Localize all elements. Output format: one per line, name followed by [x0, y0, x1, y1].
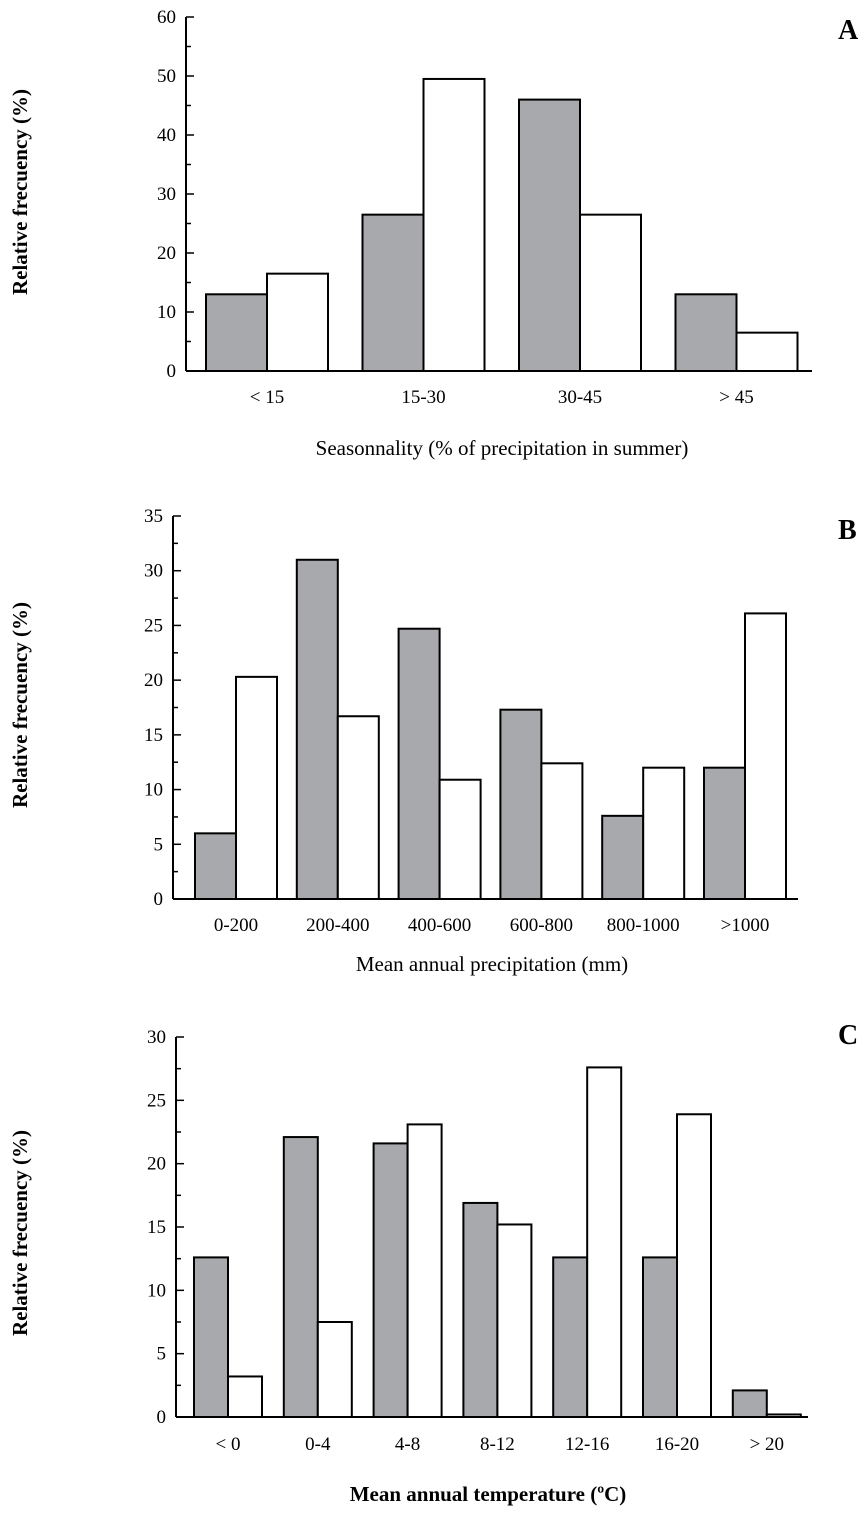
bar-series2	[676, 1113, 712, 1419]
y-axis-title: Relative frecuency (%)	[8, 1130, 32, 1336]
bar-series1	[552, 1256, 589, 1419]
bar-series2	[406, 1123, 443, 1419]
x-tick-label: 4-8	[395, 1434, 420, 1455]
x-tick-label: 30-45	[558, 387, 602, 408]
bar-series1	[642, 1256, 678, 1419]
bar-series2	[316, 1321, 353, 1418]
y-tick-label: 15	[144, 725, 163, 746]
y-tick-label: 35	[144, 506, 163, 527]
bar-series2	[586, 1066, 623, 1419]
x-tick-label: 12-16	[565, 1434, 609, 1455]
x-tick-label: 0-4	[305, 1434, 331, 1455]
plot-area: < 0 0-4 4-8 8-12 12-16 16-20 > 20 0 5 10 15 20 25 30	[147, 1027, 808, 1455]
plot-area: 0-200 200-400 400-600 600-800 800-1000 >1000 0…	[144, 506, 798, 936]
bar-series2	[266, 272, 329, 372]
y-tick-label: 5	[154, 834, 164, 855]
bar-series1	[499, 708, 543, 901]
y-tick-label: 10	[157, 302, 176, 323]
bar-series1	[674, 293, 738, 372]
y-tick-label: 40	[157, 125, 176, 146]
y-tick-label: 0	[157, 1407, 167, 1428]
y-tick-label: 50	[157, 66, 176, 87]
bar-series1	[361, 213, 425, 372]
bar-series1	[518, 98, 581, 372]
y-tick-label: 10	[147, 1280, 166, 1301]
y-tick-label: 25	[147, 1090, 166, 1111]
bar-series1	[295, 558, 339, 900]
y-tick-label: 5	[157, 1344, 167, 1365]
bar-series2	[744, 612, 787, 900]
x-tick-label: 8-12	[480, 1434, 515, 1455]
x-tick-label: < 15	[250, 387, 284, 408]
x-axis-title: Mean annual precipitation (mm)	[356, 952, 628, 976]
x-tick-label: > 45	[719, 387, 753, 408]
x-tick-label: 200-400	[306, 915, 369, 936]
y-tick-label: 30	[147, 1027, 166, 1048]
y-tick-label: 60	[157, 7, 176, 28]
x-tick-label: 400-600	[408, 915, 471, 936]
bar-series1	[601, 814, 645, 900]
bar-series1	[462, 1201, 499, 1419]
x-tick-label: > 20	[750, 1434, 784, 1455]
bar-series2	[438, 778, 482, 900]
bar-series2	[496, 1223, 533, 1419]
y-tick-label: 20	[147, 1154, 166, 1175]
bar-series2	[735, 331, 799, 372]
y-tick-label: 25	[144, 615, 163, 636]
bar-series1	[703, 766, 746, 901]
y-axis-title: Relative frecuency (%)	[8, 602, 32, 808]
y-tick-label: 30	[157, 184, 176, 205]
bar-series2	[642, 766, 686, 901]
y-tick-label: 0	[167, 361, 177, 382]
bar-series1	[194, 832, 237, 900]
bar-series2	[422, 77, 486, 372]
bar-series1	[193, 1256, 229, 1419]
bar-series1	[282, 1136, 319, 1418]
x-tick-label: >1000	[721, 915, 770, 936]
bar-series1	[205, 293, 268, 372]
y-tick-label: 15	[147, 1217, 166, 1238]
bar-series1	[731, 1389, 768, 1419]
x-tick-label: 16-20	[655, 1434, 699, 1455]
x-axis-title: Mean annual temperature (ºC)	[350, 1482, 627, 1506]
bar-series2	[227, 1375, 263, 1419]
panel-label: B	[838, 515, 857, 546]
x-tick-label: 0-200	[214, 915, 258, 936]
panel-label: C	[838, 1020, 858, 1051]
x-tick-label: < 0	[216, 1434, 241, 1455]
bar-series2	[235, 675, 278, 900]
panel-a: A Relative frecuency (%) Seasonnality (%…	[8, 7, 859, 460]
x-tick-label: 15-30	[401, 387, 445, 408]
bar-series1	[372, 1142, 409, 1419]
bar-series2	[336, 715, 380, 900]
x-tick-label: 600-800	[510, 915, 573, 936]
bar-series2	[579, 213, 642, 372]
x-axis-title: Seasonnality (% of precipitation in summ…	[316, 436, 689, 460]
plot-area: < 15 15-30 30-45 > 45 0 10 20 30 40 50 60	[157, 7, 812, 408]
bar-series1	[397, 627, 441, 900]
y-tick-label: 30	[144, 561, 163, 582]
panel-label: A	[838, 15, 859, 46]
x-tick-label: 800-1000	[607, 915, 680, 936]
panel-b: B Relative frecuency (%) Mean annual pre…	[8, 506, 857, 976]
y-tick-label: 10	[144, 780, 163, 801]
panel-c: C Relative frecuency (%) Mean annual tem…	[8, 1020, 858, 1506]
y-tick-label: 0	[154, 889, 164, 910]
y-tick-label: 20	[157, 243, 176, 264]
y-axis-title: Relative frecuency (%)	[8, 89, 32, 295]
y-tick-label: 20	[144, 670, 163, 691]
bar-series2	[540, 762, 584, 901]
